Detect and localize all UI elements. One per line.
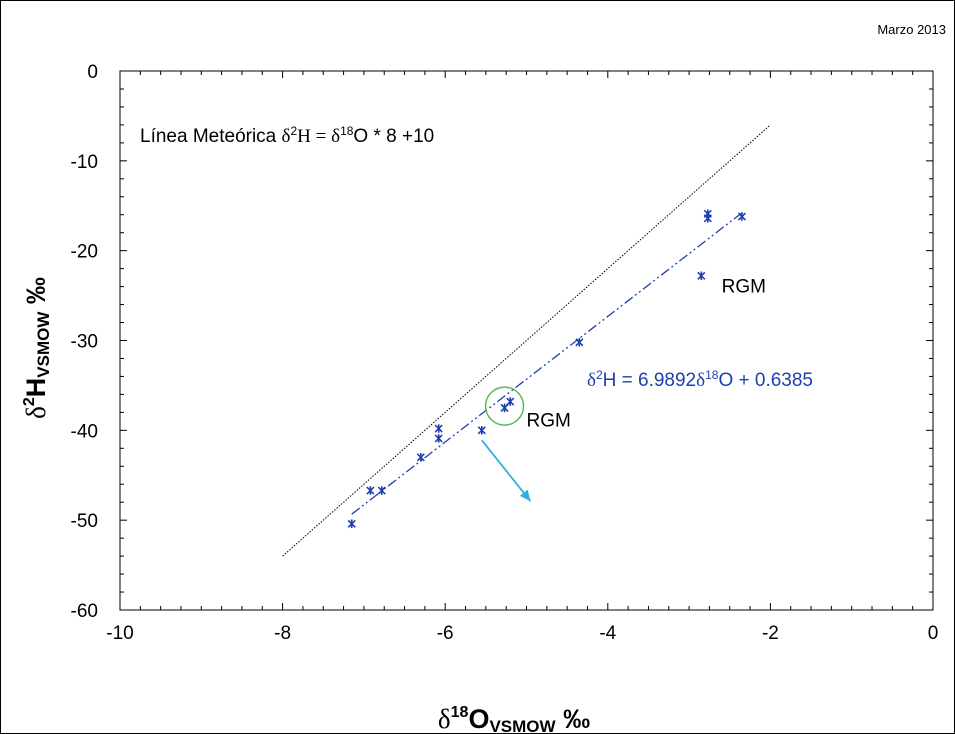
regression-eq-tail: O + 0.6385 [718, 370, 813, 391]
x-tick-labels: -10 -8 -6 -4 -2 0 [106, 623, 938, 644]
data-point [737, 212, 747, 221]
y-tick-labels: 0 -10 -20 -30 -40 -50 -60 [71, 62, 98, 622]
meteoric-delta-1: δ [282, 126, 291, 147]
regression-sup-1: 2 [596, 368, 603, 382]
regression-eq-mid: H = 6.9892 [603, 370, 697, 391]
highlight-circle [484, 386, 525, 426]
regression-line [351, 212, 743, 515]
regression-delta-2: δ [696, 370, 705, 391]
plot-area-border [119, 70, 934, 611]
y-tick-label: -20 [71, 242, 98, 263]
meteoric-eq-mid: H = [297, 126, 331, 147]
x-tick-label: -8 [274, 623, 291, 644]
plot-axes [119, 70, 934, 611]
meteoric-label-prefix: Línea Meteórica [140, 126, 282, 147]
data-point [477, 426, 486, 435]
y-title-main: H [21, 378, 51, 398]
y-title-sub: VSMOW [34, 311, 53, 378]
regression-delta-1: δ [587, 370, 596, 391]
x-axis-title: δ18OVSMOW ‰ [438, 704, 590, 733]
y-title-sup: 2 [21, 397, 38, 406]
meteoric-water-line [282, 124, 771, 557]
data-point [697, 271, 706, 281]
meteoric-sup-2: 18 [340, 124, 354, 138]
meteoric-sup-1: 2 [290, 124, 297, 138]
data-point [377, 486, 386, 495]
y-title-unit: ‰ [21, 277, 51, 312]
y-tick-label: -50 [71, 511, 98, 532]
data-point [347, 519, 356, 529]
data-point [575, 337, 584, 347]
x-tick-label: -10 [106, 623, 133, 644]
meteoric-delta-2: δ [331, 126, 340, 147]
y-tick-label: -30 [71, 332, 98, 353]
x-title-unit: ‰ [556, 704, 591, 733]
data-point [366, 486, 375, 495]
x-title-delta: δ [438, 704, 451, 733]
data-points [347, 209, 747, 529]
x-tick-label: 0 [928, 623, 939, 644]
data-point [416, 452, 425, 462]
y-tick-label: -60 [71, 601, 98, 622]
data-point [500, 403, 509, 413]
x-title-main: O [468, 704, 489, 733]
data-point [703, 209, 712, 219]
meteoric-line-label: Línea Meteórica δ2H = δ18O * 8 +10 [140, 124, 434, 147]
y-tick-label: 0 [87, 62, 98, 83]
meteoric-eq-tail: O * 8 +10 [353, 126, 434, 147]
rgm-label: RGM [722, 277, 766, 298]
y-tick-label: -40 [71, 421, 98, 442]
rgm-label: RGM [527, 411, 571, 432]
annotations: RGM RGM [527, 277, 766, 432]
data-point [506, 397, 515, 406]
x-tick-label: -2 [762, 623, 779, 644]
x-tick-label: -6 [437, 623, 454, 644]
regression-sup-2: 18 [705, 368, 719, 382]
x-title-sup: 18 [451, 704, 469, 721]
data-point [434, 424, 443, 433]
arrow-annotation [481, 439, 532, 502]
x-title-sub: VSMOW [489, 717, 556, 733]
date-label: Marzo 2013 [877, 22, 946, 37]
arrow-shaft [481, 439, 532, 502]
y-tick-label: -10 [71, 152, 98, 173]
arrow-head [519, 489, 531, 502]
data-point [434, 434, 443, 443]
regression-equation: δ2H = 6.9892δ18O + 0.6385 [587, 368, 813, 391]
y-axis-title: δ2HVSMOW ‰ [21, 277, 53, 419]
x-tick-label: -4 [599, 623, 616, 644]
y-title-delta: δ [21, 406, 51, 419]
